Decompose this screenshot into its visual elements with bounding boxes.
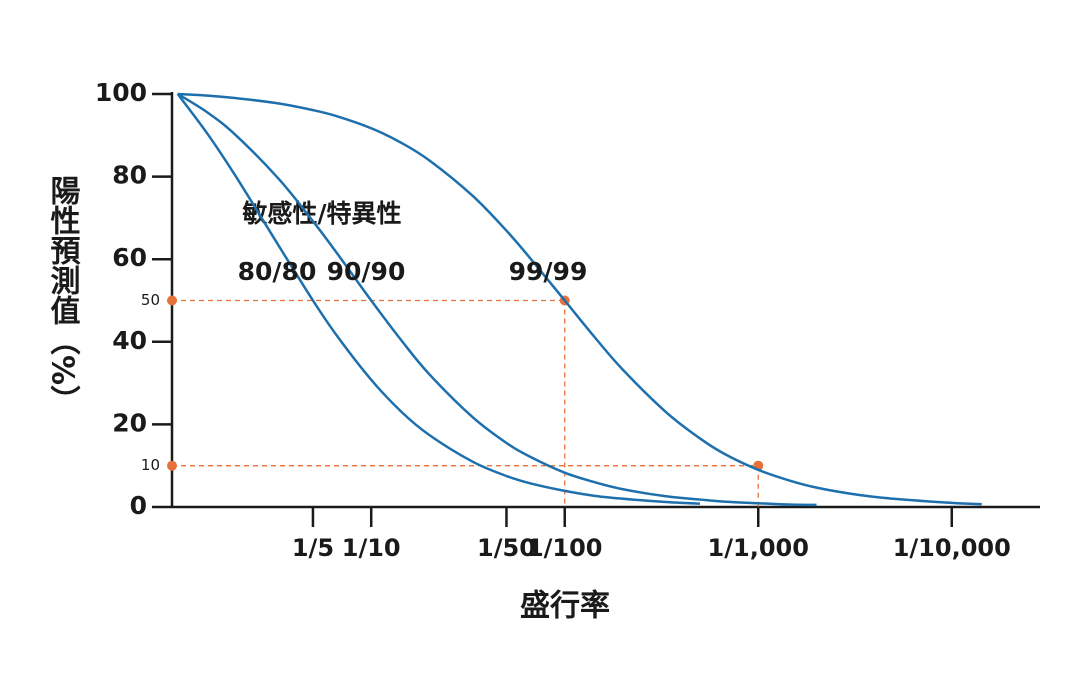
ppv-curve (177, 92, 817, 507)
x-tick-label: 1/5 (292, 534, 334, 562)
series-label: 99/99 (509, 257, 588, 286)
y-tick-label: 40 (112, 326, 147, 355)
y-axis-label: 陽性預測值（%） (45, 175, 81, 415)
reference-label: 10 (141, 456, 160, 474)
x-tick-label: 1/100 (527, 534, 603, 562)
y-tick-label: 0 (130, 491, 147, 520)
y-tick-label: 80 (112, 161, 147, 190)
annotation: 敏感性/特異性 (241, 199, 401, 228)
reference-axis-point (167, 460, 177, 471)
x-tick-label: 1/1,000 (708, 534, 809, 562)
ppv-curve (176, 93, 701, 505)
x-axis-label: 盛行率 (520, 589, 610, 624)
y-tick-label: 20 (112, 408, 147, 437)
reference-label: 50 (141, 291, 160, 309)
y-tick-label: 100 (95, 78, 147, 107)
series-label: 80/80 (238, 257, 317, 286)
x-tick-label: 1/10 (342, 534, 401, 562)
x-tick-label: 1/10,000 (893, 534, 1011, 562)
y-tick-label: 60 (112, 243, 147, 272)
series-label: 90/90 (327, 257, 406, 286)
x-tick-label: 1/50 (477, 534, 536, 562)
reference-axis-point (167, 295, 177, 306)
ppv-curve (177, 92, 982, 506)
